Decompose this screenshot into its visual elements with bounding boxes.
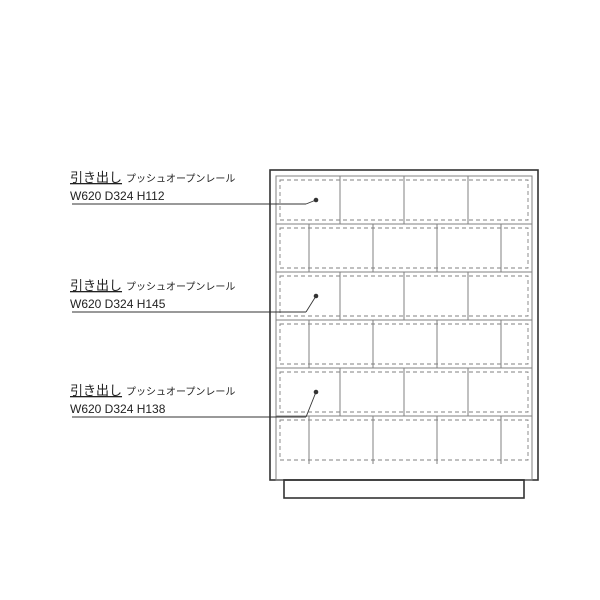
drawer-dash-inset (280, 420, 528, 460)
leader-dot-0 (314, 198, 319, 203)
cabinet-base (284, 480, 524, 498)
leader-diag-2 (306, 392, 316, 417)
leader-dot-2 (314, 390, 319, 395)
furniture-diagram: 引き出しプッシュオープンレール W620 D324 H112 引き出しプッシュオープ… (0, 0, 600, 600)
drawer-label-title-0: 引き出しプッシュオープンレール (70, 170, 235, 185)
leader-diag-1 (306, 296, 316, 312)
drawer-dash-inset (280, 324, 528, 364)
drawer-label-dim-1: W620 D324 H145 (70, 297, 166, 311)
leader-dot-1 (314, 294, 319, 299)
drawer-label-title-2: 引き出しプッシュオープンレール (70, 383, 235, 398)
drawer-label-dim-2: W620 D324 H138 (70, 402, 166, 416)
drawer-dash-inset (280, 228, 528, 268)
drawer-label-dim-0: W620 D324 H112 (70, 189, 165, 203)
drawer-label-title-1: 引き出しプッシュオープンレール (70, 278, 235, 293)
